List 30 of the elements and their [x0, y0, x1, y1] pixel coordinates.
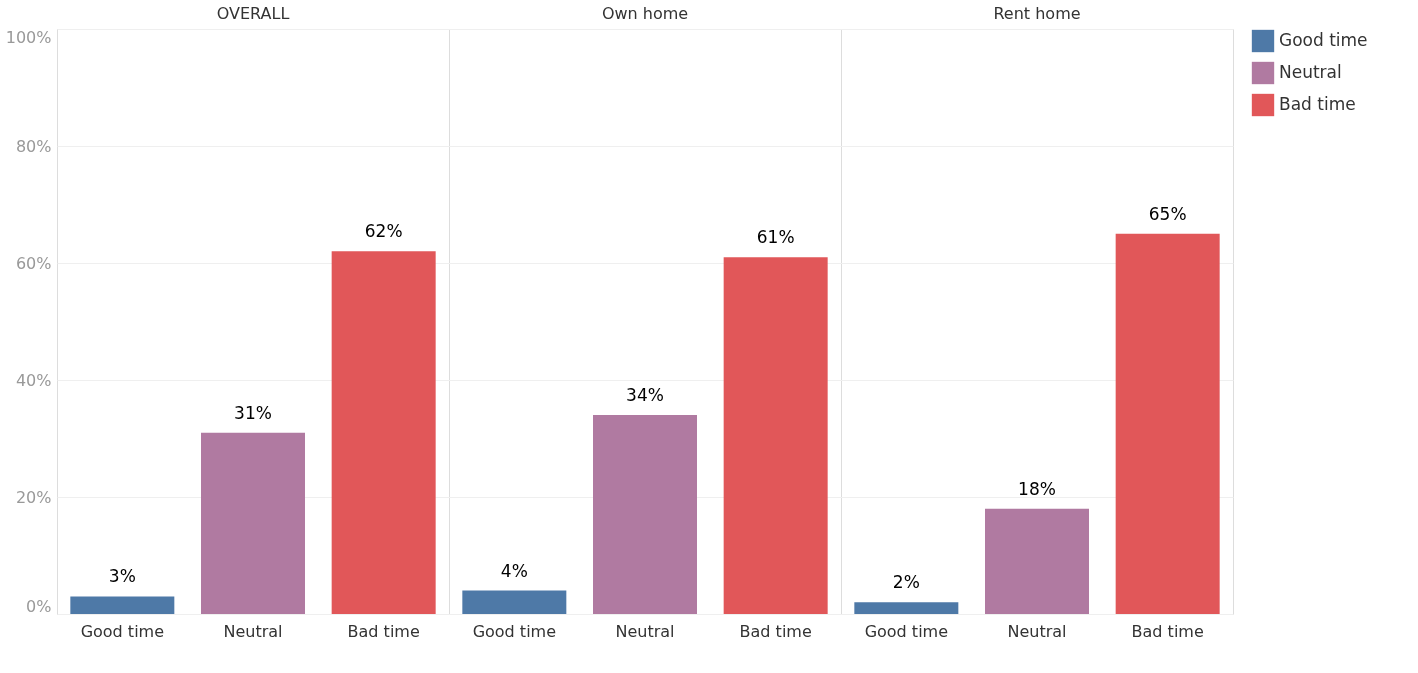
data-label: 18%	[1018, 478, 1056, 499]
data-label: 31%	[234, 402, 272, 423]
data-label: 34%	[626, 385, 664, 406]
legend-label: Bad time	[1279, 94, 1356, 114]
x-tick-label: Own home	[601, 3, 689, 23]
y-tick-label: 0%	[26, 596, 52, 616]
y-tick-label: 20%	[15, 487, 52, 507]
text: Bad time	[347, 622, 420, 641]
text: Neutral	[1007, 622, 1067, 641]
text: Neutral	[223, 622, 283, 641]
text: Good time	[472, 622, 557, 641]
text: Good time	[80, 622, 165, 641]
x-tick-label: Rent home	[993, 3, 1081, 23]
y-tick-label: 60%	[15, 253, 52, 273]
text: Bad time	[1131, 622, 1204, 641]
data-label: 61%	[756, 227, 795, 248]
text: Good time	[864, 622, 949, 641]
x-tick-label: OVERALL	[216, 3, 290, 23]
data-label: 65%	[1148, 203, 1187, 224]
y-tick-label: 40%	[15, 370, 52, 390]
text: Bad time	[739, 622, 812, 641]
y-tick-label: 80%	[15, 136, 52, 156]
text: Neutral	[615, 622, 675, 641]
data-label: 3%	[108, 566, 136, 587]
data-label: 62%	[364, 221, 403, 242]
legend-label: Good time	[1279, 30, 1368, 50]
data-label: 4%	[500, 560, 528, 581]
y-tick-label: 100%	[5, 27, 52, 47]
legend-label: Neutral	[1279, 62, 1342, 82]
data-label: 2%	[892, 572, 920, 593]
